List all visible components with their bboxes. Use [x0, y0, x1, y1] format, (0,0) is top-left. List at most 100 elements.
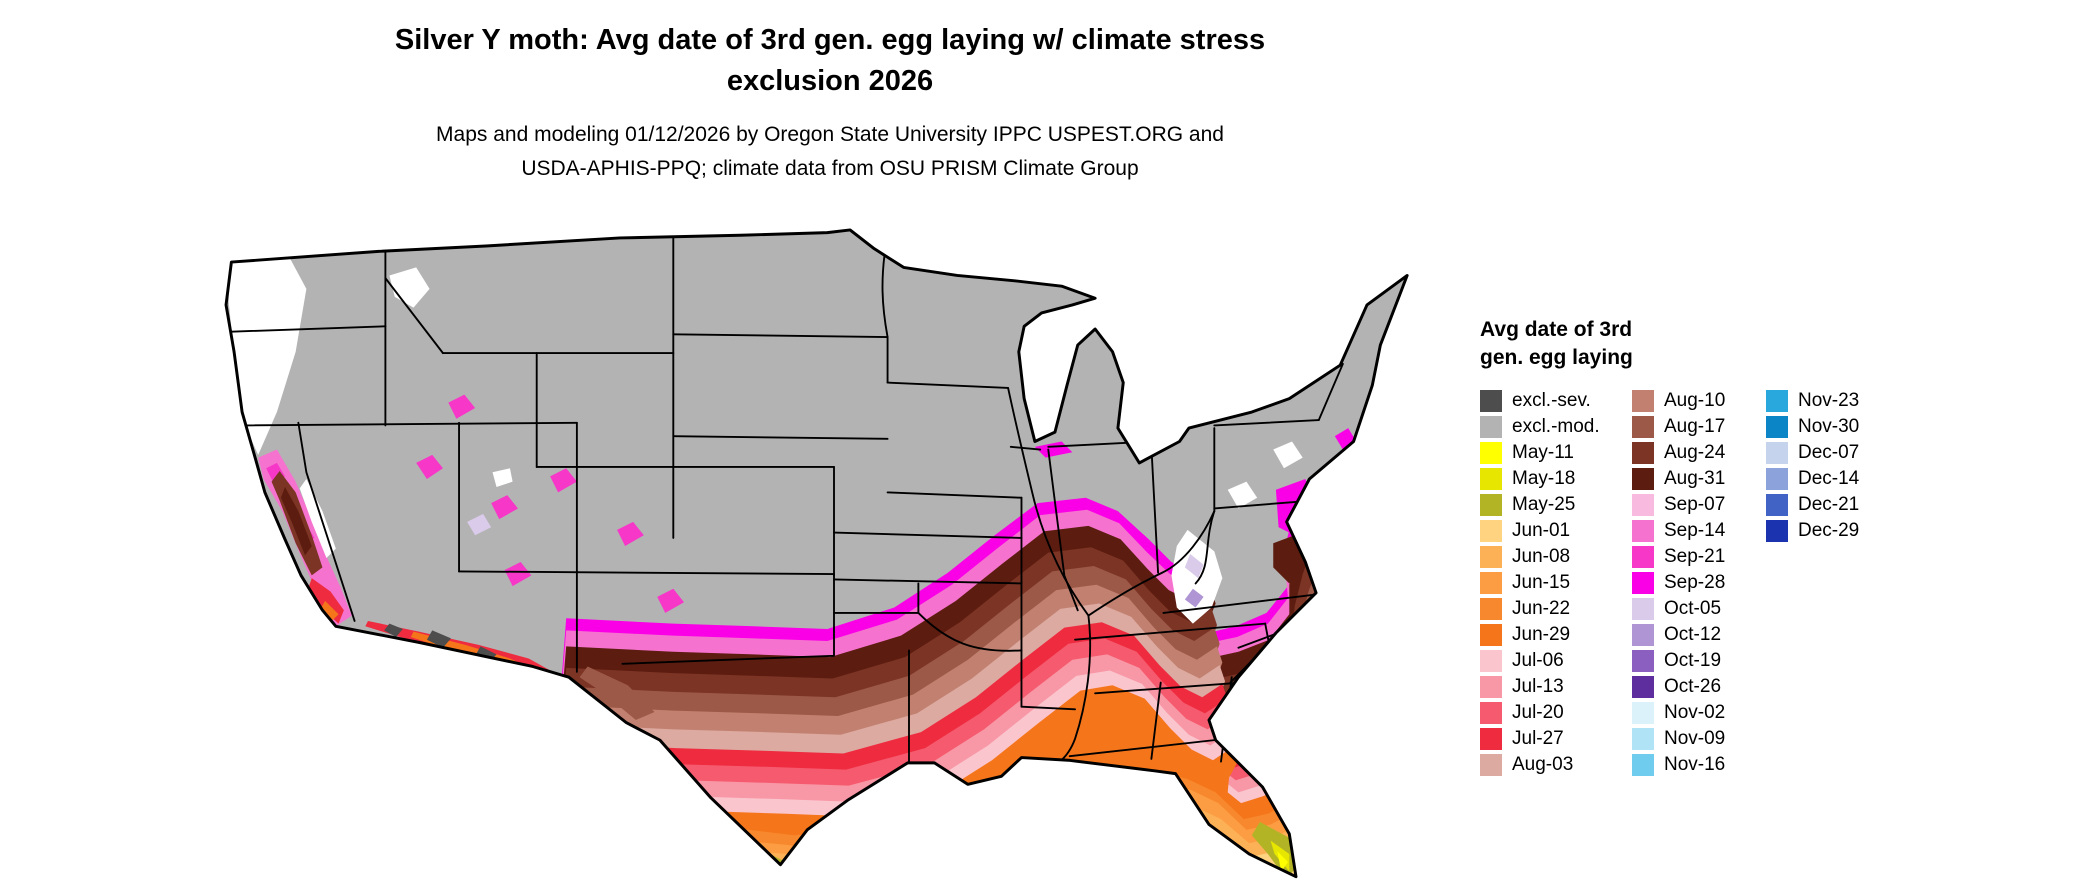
- legend-label: excl.-mod.: [1512, 416, 1600, 437]
- legend-label: Sep-21: [1664, 546, 1726, 567]
- legend-swatch: [1632, 624, 1654, 646]
- legend-label: Oct-05: [1664, 598, 1722, 619]
- legend-entry: Dec-14: [1766, 466, 1859, 492]
- legend-swatch: [1632, 728, 1654, 750]
- legend-label: May-11: [1512, 442, 1574, 463]
- legend-entry: Aug-31: [1632, 466, 1766, 492]
- legend-swatch: [1766, 520, 1788, 542]
- legend-entry: Sep-21: [1632, 544, 1766, 570]
- legend-label: Jun-15: [1512, 572, 1571, 593]
- page-subtitle: Maps and modeling 01/12/2026 by Oregon S…: [0, 118, 1660, 186]
- legend-swatch: [1480, 702, 1502, 724]
- page-subtitle-line2: USDA-APHIS-PPQ; climate data from OSU PR…: [521, 157, 1139, 180]
- legend-column-1: excl.-sev. excl.-mod. May-11 May-18 May-25 Ju…: [1480, 388, 1632, 778]
- legend-label: Nov-23: [1798, 390, 1860, 411]
- legend-swatch: [1632, 754, 1654, 776]
- legend-label: Nov-16: [1664, 754, 1726, 775]
- legend-entry: Nov-23: [1766, 388, 1859, 414]
- legend-label: Dec-14: [1798, 468, 1860, 489]
- legend-label: Jun-29: [1512, 624, 1571, 645]
- legend-label: Jul-20: [1512, 702, 1564, 723]
- us-map: [218, 224, 1450, 888]
- legend-entry: Jul-06: [1480, 648, 1632, 674]
- legend-entry: Oct-19: [1632, 648, 1766, 674]
- legend-label: Sep-14: [1664, 520, 1726, 541]
- legend-entry: Sep-07: [1632, 492, 1766, 518]
- legend-swatch: [1632, 572, 1654, 594]
- legend-label: Jun-08: [1512, 546, 1571, 567]
- legend-entry: Jul-13: [1480, 674, 1632, 700]
- legend-entry: Jul-20: [1480, 700, 1632, 726]
- legend-columns: excl.-sev. excl.-mod. May-11 May-18 May-25 Ju…: [1480, 388, 1859, 778]
- legend-swatch: [1480, 416, 1502, 438]
- legend-entry: Aug-24: [1632, 440, 1766, 466]
- map-fill-layers: [226, 229, 1408, 877]
- legend-entry: Jun-29: [1480, 622, 1632, 648]
- legend-entry: Nov-09: [1632, 726, 1766, 752]
- legend-swatch: [1632, 520, 1654, 542]
- legend-entry: Aug-10: [1632, 388, 1766, 414]
- page-title: Silver Y moth: Avg date of 3rd gen. egg …: [0, 20, 1660, 102]
- legend-entry: May-11: [1480, 440, 1632, 466]
- legend-swatch: [1480, 572, 1502, 594]
- legend-entry: Dec-21: [1766, 492, 1859, 518]
- legend-swatch: [1632, 416, 1654, 438]
- legend-swatch: [1632, 468, 1654, 490]
- legend-entry: excl.-sev.: [1480, 388, 1632, 414]
- legend-swatch: [1480, 442, 1502, 464]
- map-west-features: [228, 254, 685, 721]
- legend-label: Jul-27: [1512, 728, 1564, 749]
- legend-entry: May-25: [1480, 492, 1632, 518]
- legend-entry: Nov-16: [1632, 752, 1766, 778]
- legend-swatch: [1480, 754, 1502, 776]
- legend-swatch: [1480, 728, 1502, 750]
- legend-swatch: [1632, 702, 1654, 724]
- map-legend: Avg date of 3rd gen. egg laying excl.-se…: [1480, 316, 1859, 778]
- legend-label: Aug-03: [1512, 754, 1574, 775]
- legend-entry: excl.-mod.: [1480, 414, 1632, 440]
- page-subtitle-line1: Maps and modeling 01/12/2026 by Oregon S…: [436, 123, 1224, 146]
- state-borders: [230, 234, 1344, 770]
- us-outline: [224, 228, 1409, 879]
- legend-entry: May-18: [1480, 466, 1632, 492]
- legend-label: excl.-sev.: [1512, 390, 1591, 411]
- legend-label: Jun-01: [1512, 520, 1571, 541]
- legend-swatch: [1766, 494, 1788, 516]
- legend-label: Aug-10: [1664, 390, 1726, 411]
- legend-swatch: [1632, 390, 1654, 412]
- legend-swatch: [1632, 442, 1654, 464]
- legend-swatch: [1480, 520, 1502, 542]
- legend-label: Oct-12: [1664, 624, 1722, 645]
- legend-swatch: [1632, 598, 1654, 620]
- legend-entry: Oct-05: [1632, 596, 1766, 622]
- legend-swatch: [1766, 442, 1788, 464]
- legend-entry: Jun-01: [1480, 518, 1632, 544]
- legend-label: May-25: [1512, 494, 1576, 515]
- legend-entry: Aug-17: [1632, 414, 1766, 440]
- legend-entry: Jul-27: [1480, 726, 1632, 752]
- legend-swatch: [1632, 650, 1654, 672]
- us-map-svg: [224, 228, 1409, 879]
- legend-title-line1: Avg date of 3rd: [1480, 318, 1633, 341]
- legend-swatch: [1766, 416, 1788, 438]
- legend-label: Jul-06: [1512, 650, 1564, 671]
- legend-label: Jul-13: [1512, 676, 1564, 697]
- legend-column-3: Nov-23 Nov-30 Dec-07 Dec-14 Dec-21 Dec-29: [1766, 388, 1859, 544]
- legend-label: Aug-31: [1664, 468, 1726, 489]
- legend-column-2: Aug-10 Aug-17 Aug-24 Aug-31 Sep-07 Sep-14 Sep-…: [1632, 388, 1766, 778]
- legend-swatch: [1480, 650, 1502, 672]
- legend-entry: Sep-28: [1632, 570, 1766, 596]
- legend-label: Aug-17: [1664, 416, 1726, 437]
- legend-entry: Oct-26: [1632, 674, 1766, 700]
- legend-label: Dec-21: [1798, 494, 1860, 515]
- legend-swatch: [1480, 546, 1502, 568]
- legend-label: Oct-26: [1664, 676, 1722, 697]
- legend-label: May-18: [1512, 468, 1576, 489]
- legend-label: Nov-02: [1664, 702, 1726, 723]
- legend-swatch: [1480, 676, 1502, 698]
- legend-entry: Oct-12: [1632, 622, 1766, 648]
- legend-entry: Dec-07: [1766, 440, 1859, 466]
- legend-swatch: [1480, 624, 1502, 646]
- legend-swatch: [1480, 390, 1502, 412]
- legend-entry: Jun-22: [1480, 596, 1632, 622]
